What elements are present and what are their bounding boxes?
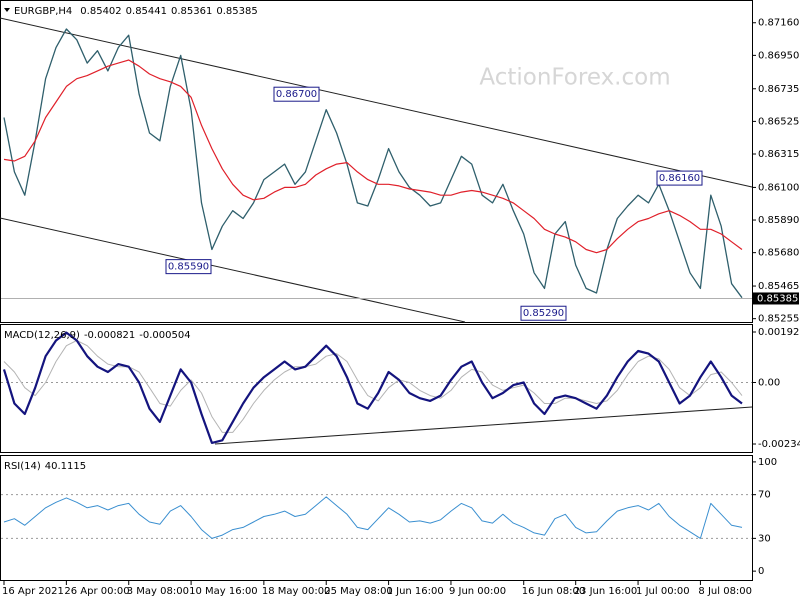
series-line <box>3 59 743 254</box>
annotation-box <box>165 259 212 275</box>
x-tick-label: 1 Jun 16:00 <box>387 586 444 597</box>
y-tick-label: 0.86315 <box>758 149 799 160</box>
pane-title: RSI(14) <box>4 461 41 472</box>
x-tick-label: 8 Jul 08:00 <box>698 586 752 597</box>
header-value: 0.85402 <box>80 6 121 17</box>
y-tick-label: 0.85255 <box>758 314 799 325</box>
last-price-label: 0.85385 <box>757 293 798 304</box>
pane-header: RSI(14) 40.1115 <box>4 461 86 472</box>
rsi-pane <box>0 455 753 581</box>
x-tick-label: 25 May 08:00 <box>324 586 393 597</box>
y-tick-label: 0.86525 <box>758 116 799 127</box>
annotation-box <box>273 86 320 102</box>
y-tick-label: 0.87160 <box>758 18 799 29</box>
pane-title: MACD(12,26,9) <box>4 330 80 341</box>
y-tick-label: 0.86950 <box>758 50 799 61</box>
x-tick-label: 18 May 00:00 <box>262 586 331 597</box>
header-value: -0.000821 <box>84 330 135 341</box>
header-value: 40.1115 <box>45 461 86 472</box>
y-tick-label: 0 <box>758 566 764 577</box>
x-tick-label: 10 May 16:00 <box>189 586 258 597</box>
macd-pane <box>0 324 753 453</box>
channel-upper <box>0 17 753 188</box>
x-tick-label: 23 Jun 16:00 <box>574 586 638 597</box>
series-line <box>3 28 743 299</box>
series-line <box>3 496 743 539</box>
macd-trendline <box>214 406 753 445</box>
x-tick-label: 16 Apr 2021 <box>2 586 64 597</box>
last-price-box <box>753 292 799 305</box>
y-tick-label: 0.001922 <box>758 327 800 338</box>
annotation-label: 0.86700 <box>276 89 317 100</box>
pane-header: EURGBP,H4 0.85402 0.85441 0.85361 0.85385 <box>14 6 258 17</box>
x-tick-label: 3 May 08:00 <box>127 586 189 597</box>
y-tick-label: 0.86100 <box>758 182 799 193</box>
header-value: 0.85361 <box>171 6 212 17</box>
price-pane <box>0 0 753 323</box>
y-tick-label: 0.00 <box>758 377 780 388</box>
annotation-box <box>656 170 703 186</box>
y-tick-label: 0.85890 <box>758 215 799 226</box>
header-value: 0.85441 <box>126 6 167 17</box>
channel-lower <box>0 217 466 323</box>
y-tick-label: 100 <box>758 457 777 468</box>
y-tick-label: 0.85465 <box>758 281 799 292</box>
y-tick-label: 30 <box>758 533 771 544</box>
plot-layer: 0.87160 0.86950 0.86735 0.86525 0.86315 0.861… <box>1 6 800 597</box>
annotation-box <box>520 305 567 321</box>
pane-header: MACD(12,26,9) -0.000821 -0.000504 <box>4 330 191 341</box>
watermark: ActionForex.com <box>479 65 670 91</box>
y-tick-label: 70 <box>758 490 771 501</box>
x-tick-label: 9 Jun 00:00 <box>449 586 506 597</box>
y-tick-label: -0.002342 <box>758 439 800 450</box>
header-value: 0.85385 <box>216 6 257 17</box>
series-line <box>2 331 743 444</box>
y-tick-label: 0.86735 <box>758 84 799 95</box>
menu-icon <box>4 8 10 12</box>
x-tick-label: 26 Apr 00:00 <box>64 586 129 597</box>
annotation-label: 0.85290 <box>523 308 564 319</box>
x-tick-label: 16 Jun 08:00 <box>522 586 586 597</box>
y-tick-label: 0.85680 <box>758 248 799 259</box>
pane-title: EURGBP,H4 <box>14 6 72 17</box>
header-value: -0.000504 <box>139 330 190 341</box>
annotation-label: 0.86160 <box>659 173 700 184</box>
x-tick-label: 1 Jul 00:00 <box>636 586 690 597</box>
annotation-label: 0.85590 <box>168 262 209 273</box>
